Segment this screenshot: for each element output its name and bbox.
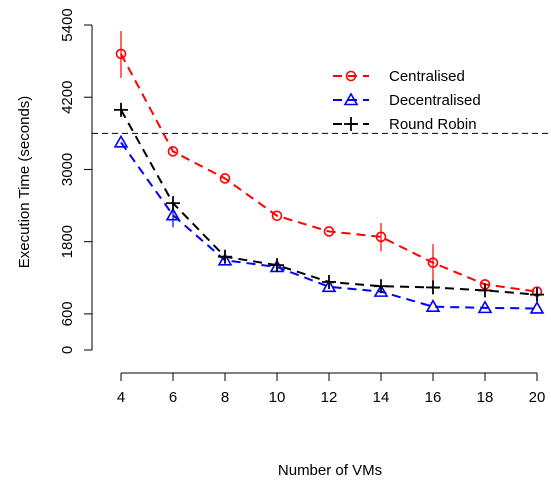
y-tick-label: 1800 [59, 225, 76, 258]
data-point [529, 300, 545, 314]
y-tick-label: 0 [59, 346, 76, 354]
y-tick-label: 4200 [59, 81, 76, 114]
x-tick-label: 4 [117, 389, 125, 406]
x-tick-label: 16 [425, 389, 442, 406]
legend-item: Round Robin [333, 116, 477, 133]
data-point [374, 279, 388, 294]
data-point [530, 287, 544, 302]
data-point [321, 279, 337, 293]
data-point [375, 231, 387, 243]
x-tick-label: 10 [269, 389, 286, 406]
data-point [115, 48, 127, 60]
data-point [270, 258, 284, 273]
x-tick-label: 20 [529, 389, 546, 406]
data-point [271, 210, 283, 222]
data-point [219, 173, 231, 184]
x-tick-label: 12 [321, 389, 338, 406]
legend-item: Decentralised [333, 92, 481, 109]
data-point [166, 196, 180, 211]
x-tick-label: 18 [477, 389, 494, 406]
legend-marker [345, 70, 357, 82]
y-tick-label: 600 [59, 301, 76, 326]
data-point [478, 283, 492, 298]
data-point [113, 134, 129, 148]
legend: Centralised Decentralised Round Robin [333, 68, 481, 133]
data-point [114, 102, 128, 117]
legend-label: Decentralised [389, 92, 481, 109]
y-tick-label: 5400 [59, 8, 76, 41]
data-point [323, 226, 335, 237]
legend-label: Centralised [389, 68, 465, 85]
data-point [425, 299, 441, 312]
data-point [322, 274, 336, 289]
axes: 4 6 8 10 12 14 16 18 20 0 600 1800 3000 4200 5400 [59, 8, 545, 406]
series-centralised [115, 31, 543, 297]
data-point [427, 257, 439, 269]
data-point [373, 284, 389, 297]
y-axis-title: Execution Time (seconds) [16, 96, 33, 269]
legend-marker [343, 92, 359, 106]
legend-item: Centralised [333, 68, 465, 85]
series-line [120, 141, 538, 310]
data-point [165, 207, 181, 221]
series-layer [113, 31, 545, 314]
data-point [167, 146, 179, 157]
data-point [426, 280, 440, 295]
series-decentralised [113, 134, 545, 314]
x-tick-label: 8 [221, 389, 229, 406]
legend-label: Round Robin [389, 116, 477, 133]
legend-marker [344, 117, 358, 131]
data-point [217, 252, 233, 266]
series-line [120, 53, 538, 293]
series-round-robin [114, 102, 544, 302]
x-axis-title: Number of VMs [278, 462, 382, 479]
data-point [477, 300, 493, 314]
x-tick-label: 14 [373, 389, 390, 406]
x-tick-label: 6 [169, 389, 177, 406]
y-tick-label: 3000 [59, 153, 76, 186]
data-point [218, 249, 232, 264]
